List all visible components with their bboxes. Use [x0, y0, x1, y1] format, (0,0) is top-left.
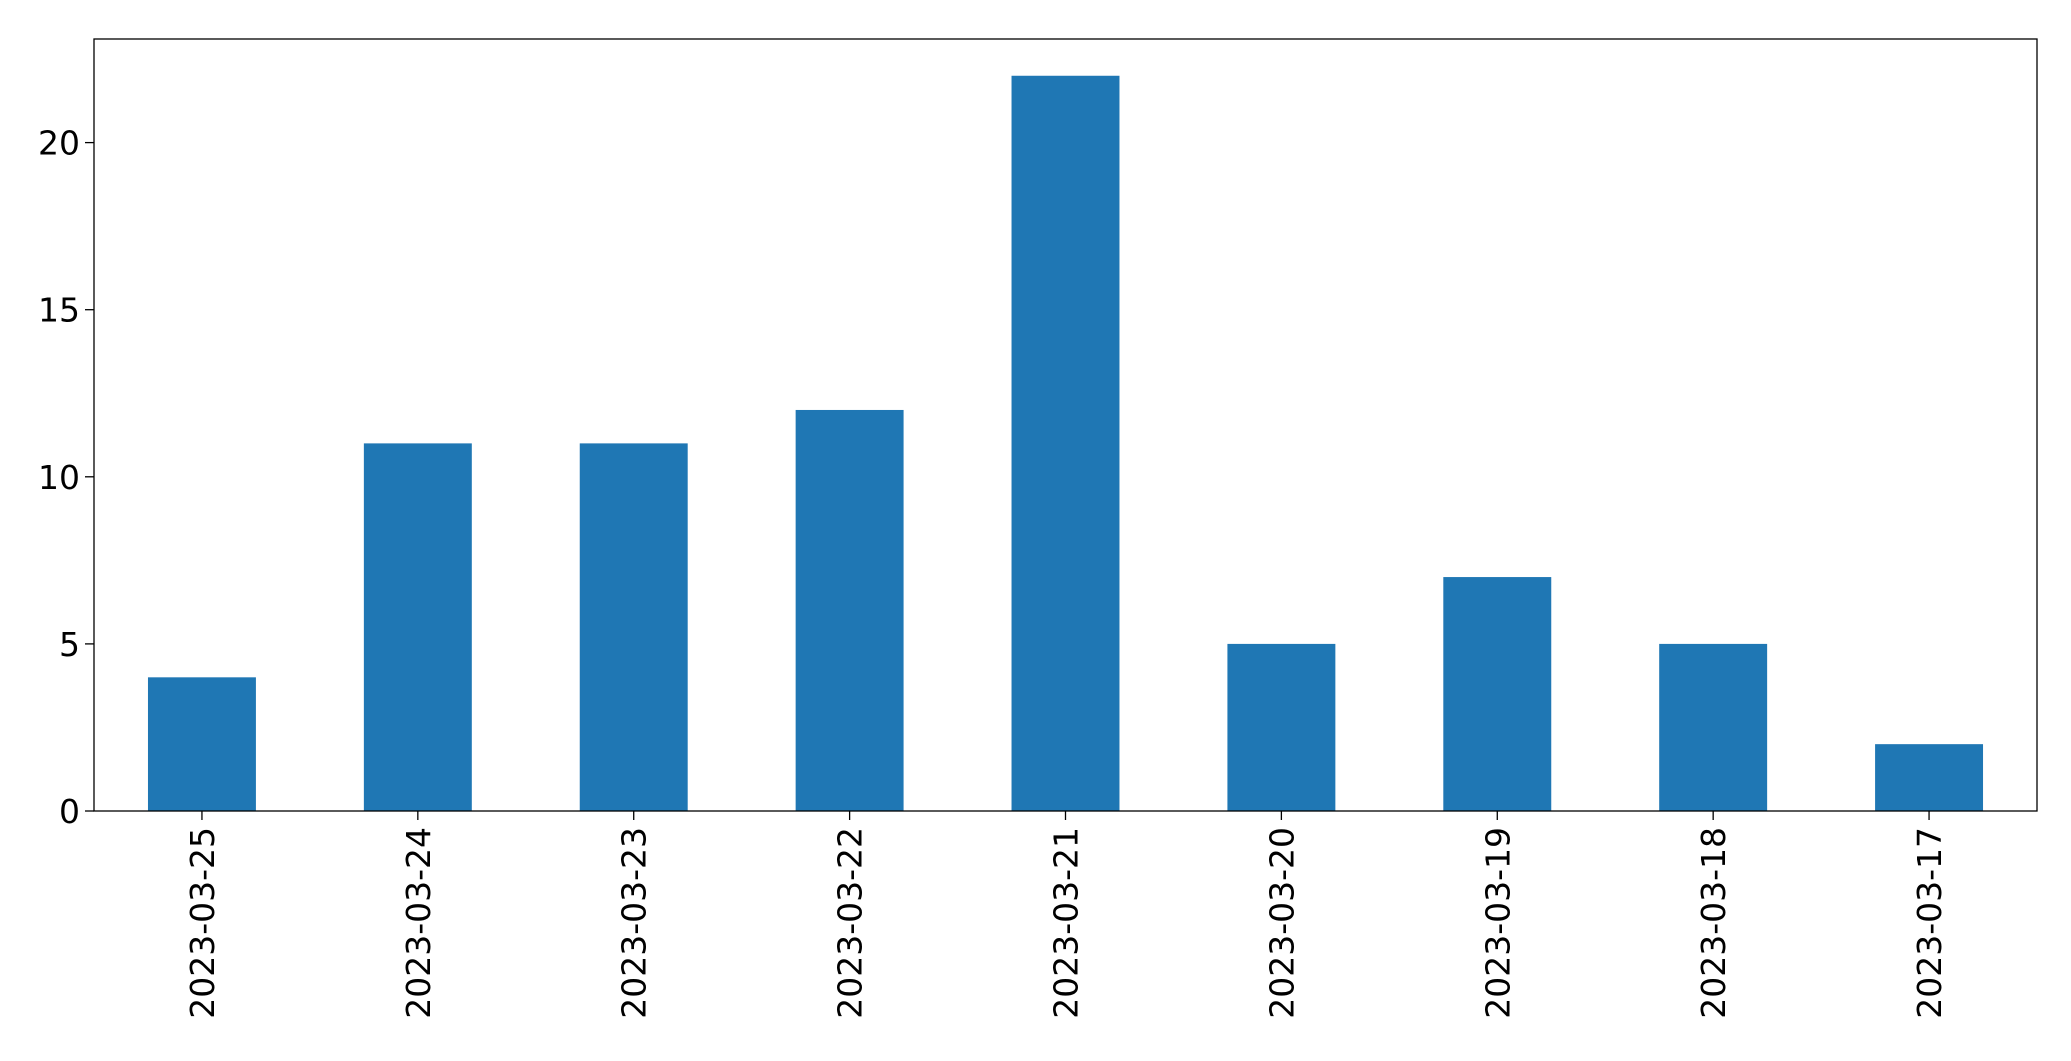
- y-tick-label: 0: [59, 792, 80, 831]
- x-tick-label: 2023-03-21: [1047, 827, 1086, 1019]
- x-tick-label: 2023-03-19: [1478, 827, 1517, 1019]
- x-tick-label: 2023-03-20: [1262, 827, 1301, 1019]
- bar-2023-03-22: [795, 409, 904, 811]
- x-axis: 2023-03-25 2023-03-24 2023-03-23 2023-03-22…: [183, 811, 1949, 1019]
- x-tick-label: 2023-03-25: [183, 827, 222, 1019]
- y-tick-label: 10: [38, 458, 80, 497]
- bar-2023-03-17: [1875, 744, 1984, 811]
- bars-group: [147, 75, 1984, 811]
- x-tick-label: 2023-03-18: [1694, 827, 1733, 1019]
- x-tick-label: 2023-03-22: [831, 827, 870, 1019]
- x-tick-label: 2023-03-17: [1910, 827, 1949, 1019]
- plot-frame: [93, 38, 2038, 812]
- bar-2023-03-24: [363, 443, 472, 811]
- y-axis: 0 5 10 15 20: [38, 124, 94, 831]
- y-tick-label: 20: [38, 124, 80, 163]
- bar-2023-03-23: [579, 443, 688, 811]
- y-tick-label: 15: [38, 291, 80, 330]
- bar-2023-03-20: [1227, 643, 1336, 811]
- x-tick-label: 2023-03-23: [615, 827, 654, 1019]
- bar-2023-03-21: [1011, 75, 1120, 811]
- bar-2023-03-25: [147, 677, 256, 811]
- bar-2023-03-18: [1659, 643, 1768, 811]
- bar-2023-03-19: [1443, 577, 1552, 811]
- y-tick-label: 5: [59, 625, 80, 664]
- x-tick-label: 2023-03-24: [399, 827, 438, 1019]
